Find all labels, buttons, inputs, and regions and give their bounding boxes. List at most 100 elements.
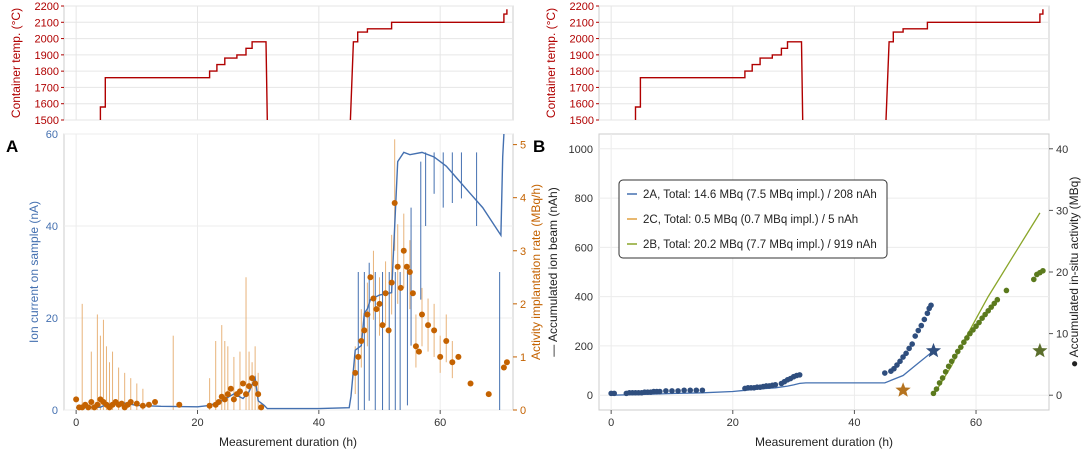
- temp-plot-left: 1500 1600 1700 1800 1900 2000 2100 2200 Contain…: [9, 1, 514, 127]
- x-tick-label: 40: [313, 417, 325, 429]
- y-left-tick-label: 0: [52, 405, 58, 417]
- y-left-tick-label: 400: [575, 292, 593, 304]
- series-2b-point: [982, 311, 988, 318]
- x-tick-label: 20: [727, 417, 739, 429]
- series-2b-point: [1030, 276, 1037, 283]
- activity-rate-point: [236, 388, 243, 395]
- series-2b-point: [973, 323, 979, 330]
- activity-rate-point: [215, 399, 222, 406]
- series-2b-point: [939, 375, 946, 381]
- activity-rate-point: [127, 399, 134, 406]
- y-right-tick-label: 3: [520, 246, 526, 258]
- series-2a-point: [924, 310, 931, 317]
- activity-rate-point: [397, 284, 404, 291]
- activity-rate-point: [406, 269, 413, 275]
- temp-plot-right: 1500 1600 1700 1800 1900 2000 2100 2200 Contain…: [544, 1, 1050, 127]
- x-tick-label: 20: [191, 417, 203, 429]
- activity-rate-point: [252, 380, 259, 387]
- temp-series-segment-1: [634, 41, 804, 121]
- star-marker-2c: [895, 382, 911, 397]
- y-tick-label: 1900: [35, 50, 59, 62]
- y-tick-label: 2200: [35, 1, 59, 13]
- activity-rate-point: [373, 306, 380, 313]
- y-tick-label: 2200: [570, 1, 594, 13]
- series-2a-point: [687, 387, 694, 394]
- series-2b-point: [954, 348, 961, 355]
- series-2b-point: [948, 358, 955, 365]
- series-2a-point: [663, 388, 669, 394]
- x-tick-label: 40: [848, 417, 860, 429]
- y-right-tick-label: 30: [1056, 205, 1068, 217]
- activity-rate-point: [418, 311, 425, 318]
- series-2b-point: [985, 308, 991, 314]
- activity-rate-point: [379, 322, 386, 329]
- activity-rate-point: [443, 338, 450, 344]
- y-left-tick-label: 40: [46, 221, 58, 233]
- x-tick-label: 60: [434, 417, 446, 429]
- activity-rate-point: [391, 200, 398, 206]
- series-2b-point: [967, 330, 973, 337]
- series-2b-point: [936, 380, 943, 386]
- panel-a-ylabel-left: Ion current on sample (nA): [27, 201, 41, 343]
- series-2b-point: [988, 304, 995, 310]
- y-tick-label: 1600: [570, 99, 594, 111]
- activity-rate-point: [355, 353, 362, 360]
- y-tick-label: 1800: [35, 66, 59, 78]
- legend: 2A, Total: 14.6 MBq (7.5 MBq impl.) / 20…: [618, 179, 888, 259]
- y-tick-label: 1700: [570, 82, 594, 94]
- series-2a-point: [693, 387, 700, 394]
- legend-entry-2a: 2A, Total: 14.6 MBq (7.5 MBq impl.) / 20…: [643, 189, 877, 201]
- y-left-tick-label: 20: [46, 313, 58, 325]
- activity-rate-point: [85, 404, 92, 411]
- series-2b-point: [933, 386, 940, 392]
- y-right-tick-label: 10: [1056, 329, 1068, 341]
- series-2a-point: [900, 354, 906, 360]
- activity-rate-point: [94, 401, 101, 408]
- temp-right-frame: [598, 5, 1050, 121]
- y-left-tick-label: 0: [587, 390, 593, 402]
- series-2a-point: [909, 341, 915, 347]
- panel-a: A 0 20 40 60 0 20 40 60 0 1 2 3 4 5 Measurement durat…: [6, 129, 543, 449]
- activity-rate-point: [500, 364, 507, 371]
- activity-rate-point: [503, 359, 510, 366]
- activity-rate-point: [152, 399, 159, 406]
- series-2b-point: [976, 319, 982, 326]
- series-2b-point: [1003, 287, 1010, 294]
- series-2a-point: [669, 388, 675, 394]
- y-tick-label: 2000: [570, 34, 594, 46]
- panel-b-letter: B: [533, 137, 545, 156]
- series-2a-point: [903, 350, 909, 357]
- activity-rate-point: [425, 322, 432, 329]
- y-tick-label: 1900: [570, 50, 594, 62]
- series-2a-point: [928, 302, 934, 309]
- activity-rate-point: [358, 338, 365, 344]
- activity-rate-point: [455, 353, 462, 360]
- activity-rate-point: [409, 290, 416, 297]
- series-2a-point: [894, 362, 900, 368]
- activity-rate-point: [431, 327, 438, 334]
- activity-rate-point: [227, 385, 234, 392]
- y-right-tick-label: 0: [520, 405, 526, 417]
- activity-rate-point: [246, 383, 253, 390]
- y-tick-label: 1700: [35, 82, 59, 94]
- activity-rate-point: [485, 391, 492, 398]
- temp-series-segment-2: [885, 9, 1044, 121]
- series-2b-point: [979, 315, 985, 322]
- panel-a-ylabel-right: Activity implantation rate (MBq/h): [529, 184, 543, 360]
- activity-rate-point: [437, 353, 444, 360]
- x-tick-label: 60: [970, 417, 982, 429]
- y-right-tick-label: 2: [520, 299, 526, 311]
- x-tick-label: 0: [608, 417, 614, 429]
- y-left-tick-label: 60: [46, 129, 58, 141]
- activity-rate-point: [352, 369, 359, 376]
- legend-entry-2c: 2C, Total: 0.5 MBq (0.7 MBq impl.) / 5 n…: [643, 214, 858, 226]
- activity-rate-point: [403, 263, 410, 270]
- series-2a-point: [796, 372, 803, 378]
- activity-rate-point: [370, 295, 377, 302]
- legend-box: [618, 179, 888, 259]
- activity-rate-point: [412, 343, 419, 350]
- series-2a-point: [699, 387, 706, 394]
- series-2a-line: [611, 350, 934, 396]
